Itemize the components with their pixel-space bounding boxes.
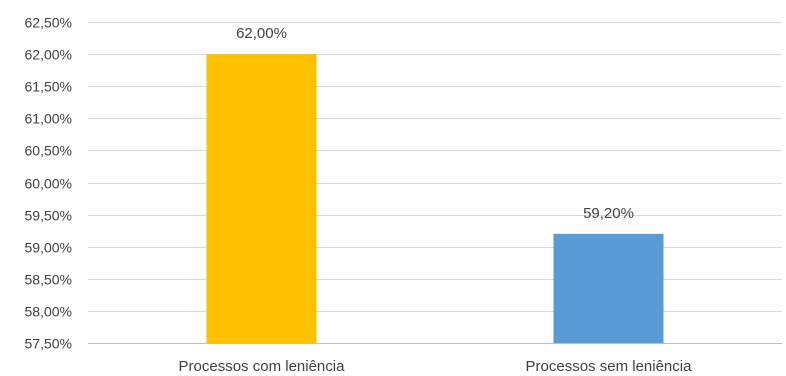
x-category-label: Processos sem leniência [526, 358, 693, 375]
y-tick-label: 61,00% [25, 111, 72, 127]
x-category-label: Processos com leniência [179, 358, 346, 375]
x-axis-category-labels: Processos com leniência Processos sem len… [179, 358, 693, 375]
y-tick-label: 58,00% [25, 304, 72, 320]
data-label: 62,00% [236, 25, 287, 42]
y-tick-label: 59,50% [25, 208, 72, 224]
y-tick-label: 60,00% [25, 176, 72, 192]
y-tick-label: 62,00% [25, 47, 72, 63]
y-tick-label: 61,50% [25, 79, 72, 95]
bar [206, 54, 317, 343]
data-labels: 62,00% 59,20% [236, 25, 634, 222]
bars [206, 54, 664, 343]
y-axis-tick-labels: 57,50% 58,00% 58,50% 59,00% 59,50% 60,00% 60,5… [25, 15, 72, 352]
y-tick-label: 62,50% [25, 15, 72, 31]
y-tick-label: 59,00% [25, 240, 72, 256]
bar [553, 233, 664, 343]
data-label: 59,20% [583, 205, 634, 222]
y-tick-label: 57,50% [25, 336, 72, 352]
y-tick-label: 60,50% [25, 143, 72, 159]
gridlines [88, 22, 782, 312]
y-tick-label: 58,50% [25, 272, 72, 288]
